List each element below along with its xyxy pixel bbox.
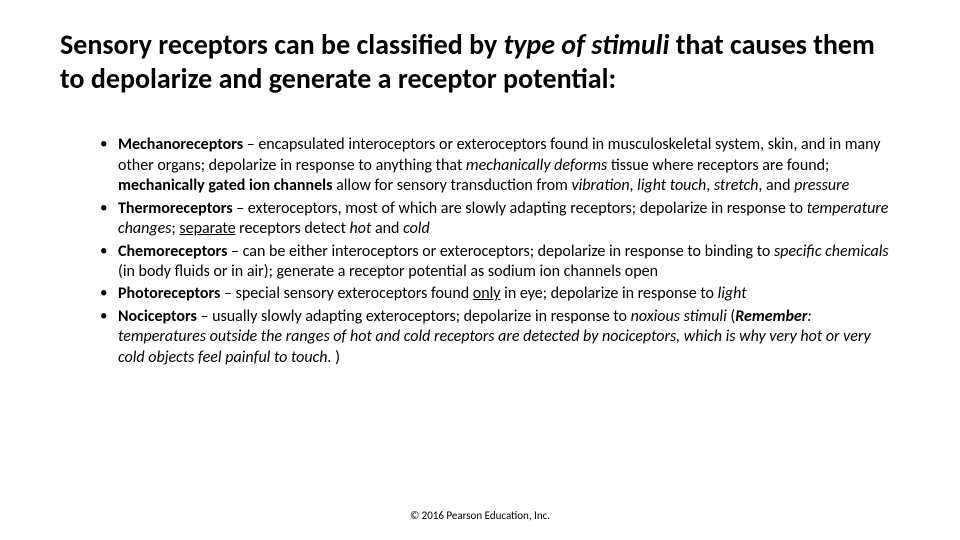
- dash: –: [227, 242, 242, 261]
- text-segment: , and: [758, 176, 794, 195]
- bullet-list: Mechanoreceptors – encapsulated interoce…: [60, 135, 900, 368]
- title-italic-phrase: type of stimuli: [504, 27, 676, 62]
- text-segment: can be either interoceptors or exterocep…: [243, 242, 774, 261]
- dash: –: [233, 199, 248, 218]
- text-italic: stretch: [714, 176, 759, 195]
- list-item: Mechanoreceptors – encapsulated interoce…: [100, 135, 900, 196]
- text-italic: noxious stimuli: [631, 307, 731, 326]
- text-segment: allow for sensory transduction from: [332, 176, 571, 195]
- text-italic: mechanically deforms: [466, 156, 607, 175]
- text-segment: exteroceptors, most of which are slowly …: [248, 199, 807, 218]
- text-segment: in eye; depolarize in response to: [501, 284, 718, 303]
- text-italic: vibration: [571, 176, 629, 195]
- text-segment: usually slowly adapting exteroceptors; d…: [212, 307, 630, 326]
- list-item: Photoreceptors – special sensory exteroc…: [100, 284, 900, 304]
- term-thermoreceptors: Thermoreceptors: [118, 199, 233, 218]
- term-photoreceptors: Photoreceptors: [118, 284, 220, 303]
- text-bold-italic: Remember: [735, 307, 807, 326]
- text-italic: light touch: [637, 176, 706, 195]
- list-item: Chemoreceptors – can be either interocep…: [100, 242, 900, 283]
- text-segment: tissue where receptors are found;: [607, 156, 829, 175]
- term-nociceptors: Nociceptors: [118, 307, 197, 326]
- text-italic: cold: [403, 219, 430, 238]
- list-item: Thermoreceptors – exteroceptors, most of…: [100, 199, 900, 240]
- text-italic: light: [718, 284, 747, 303]
- title-part1: Sensory receptors can be classified by: [60, 27, 504, 62]
- dash: –: [197, 307, 212, 326]
- slide-title: Sensory receptors can be classified by t…: [60, 28, 900, 95]
- text-segment: and: [371, 219, 403, 238]
- text-segment: ,: [706, 176, 714, 195]
- dash: –: [220, 284, 235, 303]
- text-italic: pressure: [794, 176, 849, 195]
- text-underline: separate: [179, 219, 235, 238]
- text-segment: ): [335, 348, 340, 367]
- slide-container: Sensory receptors can be classified by t…: [0, 0, 960, 540]
- text-segment: (in body fluids or in air); generate a r…: [118, 262, 658, 281]
- text-italic: hot: [350, 219, 372, 238]
- dash: –: [243, 135, 258, 154]
- text-segment: receptors detect: [236, 219, 350, 238]
- term-chemoreceptors: Chemoreceptors: [118, 242, 227, 261]
- copyright-notice: © 2016 Pearson Education, Inc.: [0, 509, 960, 522]
- list-item: Nociceptors – usually slowly adapting ex…: [100, 307, 900, 368]
- text-segment: special sensory exteroceptors found: [236, 284, 473, 303]
- text-bold: mechanically gated ion channels: [118, 176, 332, 195]
- term-mechanoreceptors: Mechanoreceptors: [118, 135, 243, 154]
- text-underline: only: [473, 284, 501, 303]
- text-segment: ,: [630, 176, 638, 195]
- text-italic: specific chemicals: [774, 242, 889, 261]
